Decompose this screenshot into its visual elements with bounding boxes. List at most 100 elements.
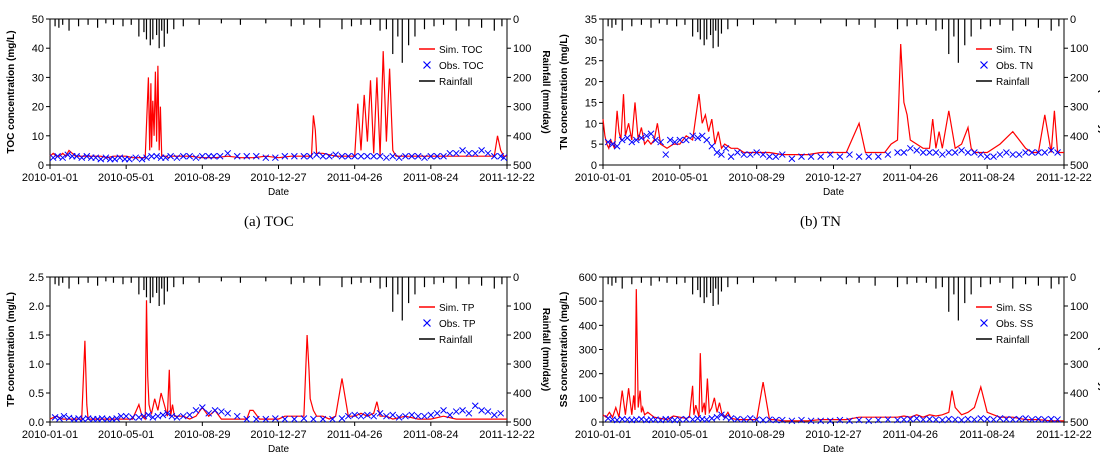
obs-point — [459, 147, 466, 154]
obs-point — [703, 136, 711, 144]
y2-axis-title: Rainfall (mm/day) — [1097, 308, 1100, 391]
y-tick-label: 1.5 — [29, 330, 44, 342]
obs-point — [807, 153, 815, 161]
obs-point — [682, 415, 690, 423]
obs-point — [604, 415, 612, 422]
obs-point — [300, 415, 308, 422]
obs-point — [1022, 149, 1029, 156]
obs-point — [778, 416, 786, 424]
obs-point — [173, 414, 181, 421]
obs-point — [490, 411, 498, 419]
x-tick-label: 2010-08-29 — [729, 429, 785, 441]
obs-point — [926, 149, 933, 156]
x-tick-label: 2010-01-01 — [22, 429, 78, 441]
obs-point — [657, 138, 664, 146]
obs-point — [618, 136, 626, 144]
obs-point — [497, 409, 505, 417]
y-tick-label: 200 — [579, 369, 597, 381]
obs-point — [1035, 415, 1042, 423]
obs-point — [676, 136, 684, 144]
obs-point — [73, 152, 81, 160]
obs-point — [164, 409, 171, 417]
plot-frame — [602, 276, 1065, 423]
obs-point — [996, 415, 1004, 422]
obs-point — [846, 417, 853, 425]
obs-point — [243, 152, 251, 160]
y-tick-label: 2.5 — [29, 272, 44, 284]
legend-obs-marker — [423, 61, 431, 69]
obs-point — [694, 134, 702, 142]
obs-point — [351, 152, 359, 160]
obs-point — [746, 151, 754, 158]
obs-point — [836, 153, 844, 161]
obs-point — [958, 147, 965, 154]
obs-point — [734, 415, 741, 423]
legend-sim-label: Sim. TOC — [439, 45, 483, 56]
plot-frame — [49, 18, 508, 166]
obs-point — [427, 152, 435, 160]
obs-point — [205, 409, 213, 417]
caption-tn: (b) TN — [800, 214, 841, 230]
obs-point — [421, 412, 428, 420]
obs-point — [329, 415, 336, 423]
obs-point — [117, 412, 125, 420]
obs-point — [192, 407, 200, 414]
x-axis-title: Date — [823, 187, 845, 198]
obs-point — [132, 154, 140, 162]
obs-point — [632, 136, 640, 144]
x-tick-label: 2011-12-22 — [1036, 429, 1091, 441]
y2-tick-label: 200 — [1070, 330, 1088, 342]
obs-point — [919, 416, 927, 423]
x-tick-label: 2010-01-01 — [575, 429, 631, 441]
y2-tick-label: 300 — [1070, 359, 1088, 371]
obs-point — [817, 417, 825, 425]
obs-point — [766, 416, 773, 423]
legend-obs-marker — [980, 61, 988, 69]
y-tick-label: 30 — [32, 72, 44, 84]
y-tick-label: 40 — [32, 43, 44, 55]
obs-point — [666, 136, 674, 144]
obs-point — [370, 152, 378, 160]
obs-point — [766, 153, 773, 161]
obs-point — [122, 412, 130, 420]
y2-tick-label: 100 — [513, 301, 531, 313]
obs-point — [116, 154, 124, 162]
obs-point — [740, 416, 748, 423]
x-tick-label: 2011-12-22 — [1036, 172, 1091, 184]
obs-point — [1009, 416, 1017, 423]
obs-point — [148, 152, 155, 160]
x-tick-label: 2010-08-29 — [174, 429, 230, 441]
obs-point — [484, 149, 492, 157]
y-tick-label: 0.5 — [29, 388, 44, 400]
obs-point — [977, 415, 985, 422]
legend-sim-label: Sim. TP — [439, 303, 475, 314]
y2-tick-label: 200 — [1070, 72, 1088, 84]
y2-tick-label: 0 — [1070, 272, 1076, 284]
obs-point — [894, 149, 901, 156]
y2-tick-label: 300 — [513, 359, 531, 371]
y2-tick-label: 500 — [513, 160, 531, 172]
obs-point — [319, 152, 327, 160]
legend-obs-marker — [980, 319, 988, 327]
obs-point — [983, 153, 991, 161]
obs-point — [211, 407, 219, 414]
y2-tick-label: 0 — [513, 272, 519, 284]
x-tick-label: 2010-12-27 — [250, 429, 306, 441]
obs-point — [351, 411, 359, 419]
obs-point — [224, 409, 232, 417]
obs-point — [478, 147, 485, 154]
y-tick-label: 0 — [591, 160, 597, 172]
obs-point — [92, 154, 100, 162]
obs-point — [772, 153, 780, 161]
obs-point — [173, 154, 181, 162]
obs-point — [186, 411, 193, 419]
x-tick-label: 2011-12-22 — [479, 172, 534, 184]
obs-point — [1003, 149, 1010, 156]
obs-point — [65, 414, 73, 422]
obs-point — [759, 151, 767, 158]
obs-point — [205, 152, 213, 160]
y-tick-label: 15 — [585, 97, 597, 109]
obs-point — [376, 152, 384, 160]
chart-tp: 0.0 0.5 1.0 1.5 2.0 2.5 0 100 200 300 400 500 2010-0… — [6, 272, 551, 455]
